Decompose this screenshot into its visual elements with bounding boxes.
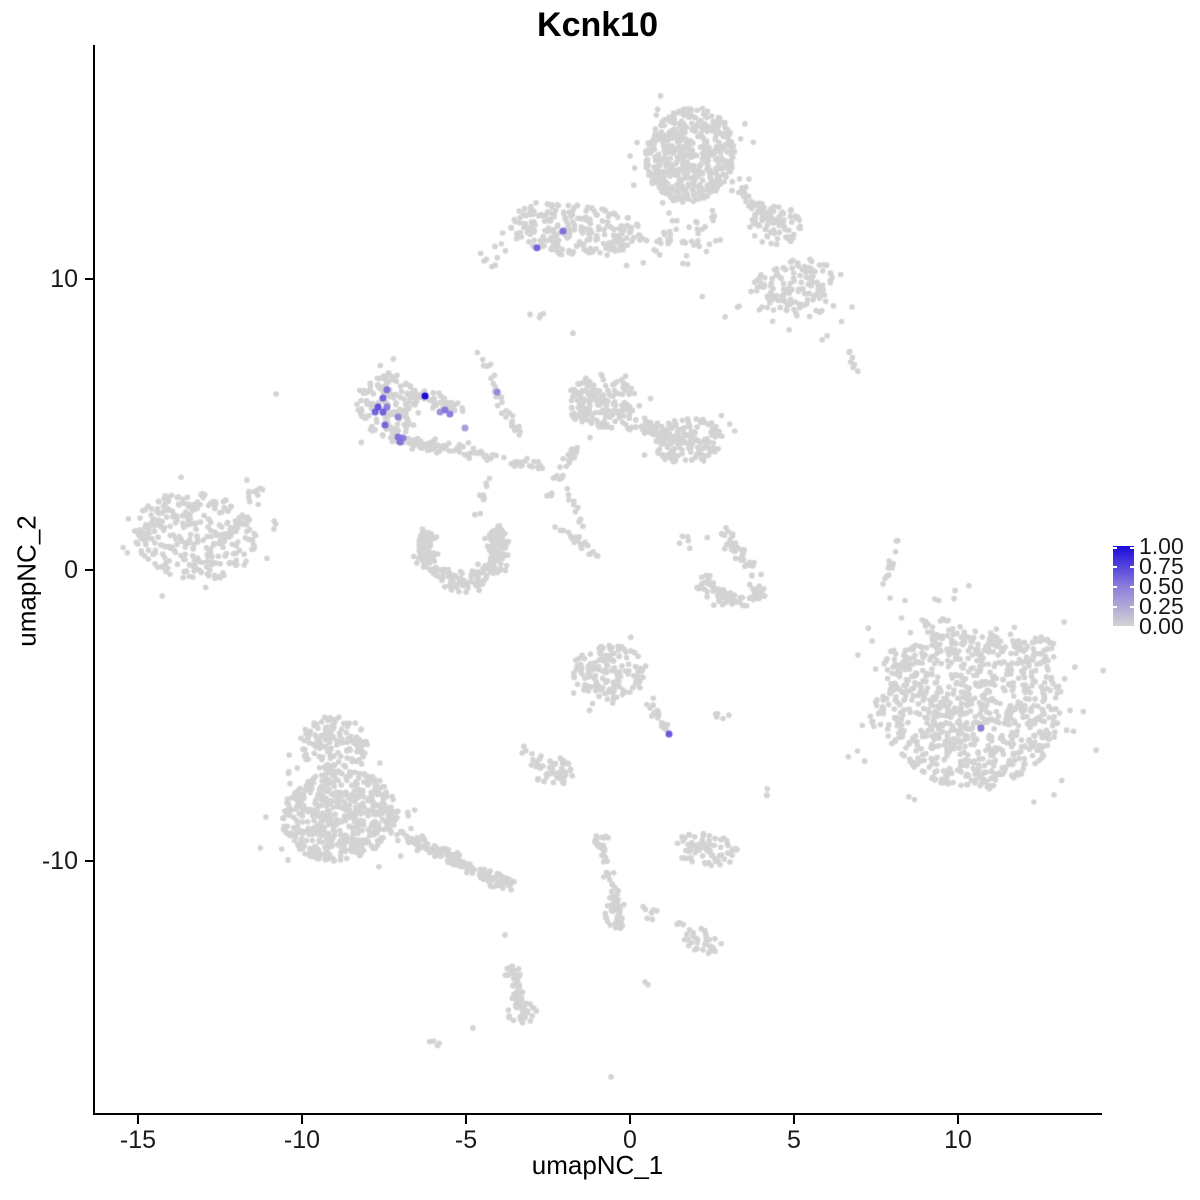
y-tick-label: -10 (41, 847, 78, 875)
x-tick-mark (465, 1115, 467, 1124)
y-tick-label: 10 (50, 265, 78, 293)
legend-tick-mark (1113, 566, 1117, 568)
legend-tick-mark (1130, 566, 1134, 568)
x-tick-label: -10 (283, 1126, 321, 1154)
x-tick-label: -15 (119, 1126, 157, 1154)
legend-colorbar (1113, 546, 1134, 626)
legend-label: 1.00 (1139, 533, 1184, 559)
x-tick-label: -5 (454, 1126, 478, 1154)
legend-label: 0.50 (1139, 573, 1184, 599)
x-tick-label: 0 (623, 1126, 637, 1154)
x-axis-title: umapNC_1 (531, 1150, 664, 1180)
x-tick-mark (301, 1115, 303, 1124)
legend-tick-mark (1130, 547, 1134, 549)
x-tick-mark (793, 1115, 795, 1124)
legend-tick-mark (1130, 606, 1134, 608)
plot-title: Kcnk10 (537, 6, 658, 44)
y-tick-mark (85, 860, 94, 862)
x-tick-mark (137, 1115, 139, 1124)
y-axis-line (93, 45, 95, 1115)
x-tick-mark (957, 1115, 959, 1124)
y-tick-mark (85, 278, 94, 280)
y-tick-mark (85, 569, 94, 571)
legend-tick-mark (1130, 586, 1134, 588)
x-axis-line (93, 1113, 1102, 1115)
x-tick-label: 10 (944, 1126, 972, 1154)
legend-tick-mark (1113, 547, 1117, 549)
legend-label: 0.00 (1139, 613, 1184, 639)
legend-label: 0.25 (1139, 593, 1184, 619)
legend-tick-mark (1113, 606, 1117, 608)
legend-label: 0.75 (1139, 553, 1184, 579)
y-tick-label: 0 (64, 556, 78, 584)
legend-tick-mark (1113, 586, 1117, 588)
x-tick-label: 5 (787, 1126, 801, 1154)
x-tick-mark (629, 1115, 631, 1124)
